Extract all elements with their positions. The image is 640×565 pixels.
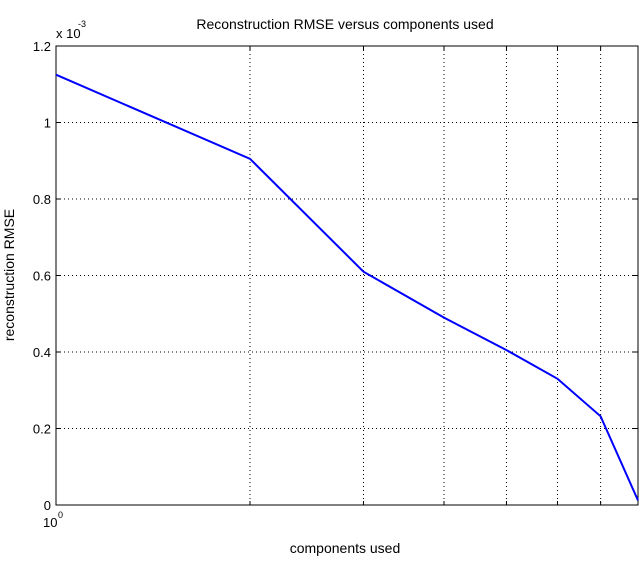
plot-area-border — [55, 45, 639, 506]
x-tick-label: 10 0 — [43, 510, 63, 530]
series-line-rmse — [55, 73, 639, 501]
x-tick-label-exp: 0 — [58, 510, 63, 520]
y-tick-label: 0 — [44, 498, 51, 513]
y-tick-label: 0.8 — [33, 192, 51, 207]
y-axis-label: reconstruction RMSE — [1, 209, 17, 341]
y-tick-label: 0.4 — [33, 345, 51, 360]
x-axis-label: components used — [290, 540, 401, 556]
chart-title: Reconstruction RMSE versus components us… — [196, 16, 493, 32]
y-tick-label: 1 — [44, 116, 51, 131]
y-multiplier-base: x 10 — [56, 26, 81, 41]
x-tick-label-base: 10 — [43, 515, 57, 530]
y-tick-label: 1.2 — [33, 39, 51, 54]
y-multiplier: x 10 -3 — [56, 19, 86, 41]
y-tick-label: 0.2 — [33, 422, 51, 437]
y-tick-label: 0.6 — [33, 269, 51, 284]
y-multiplier-exp: -3 — [78, 19, 86, 29]
